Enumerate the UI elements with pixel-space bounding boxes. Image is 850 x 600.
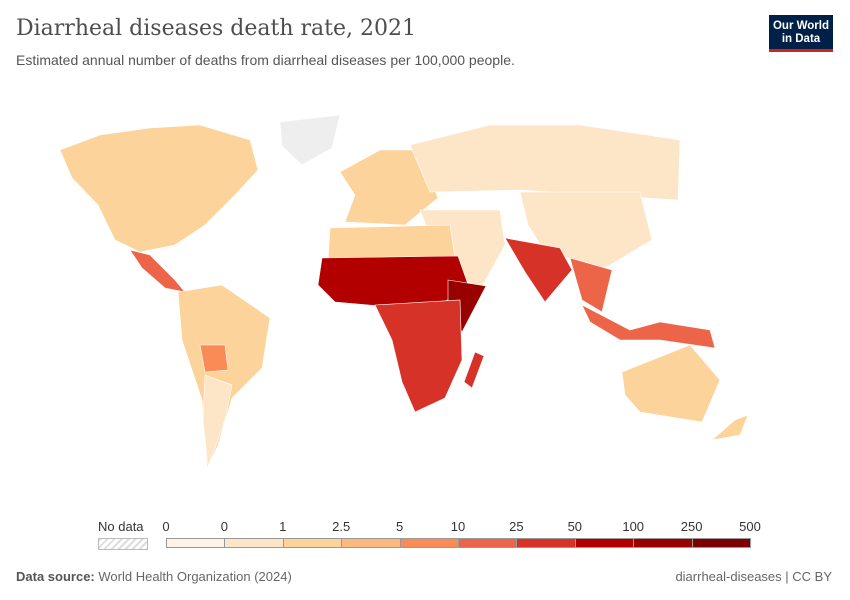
region-greenland[interactable] xyxy=(279,114,341,166)
region-south-america[interactable] xyxy=(177,284,271,470)
region-central-america[interactable] xyxy=(129,249,186,293)
legend-bin[interactable] xyxy=(574,538,635,548)
legend-no-data-swatch xyxy=(98,538,148,550)
world-map xyxy=(59,114,749,470)
region-australia[interactable] xyxy=(621,344,721,423)
data-source: Data source: World Health Organization (… xyxy=(16,569,292,584)
legend-tick-label: 100 xyxy=(622,519,645,534)
region-central-southern-africa[interactable] xyxy=(374,299,463,413)
legend-tick-label: 25 xyxy=(509,519,524,534)
legend-tick-label: 1 xyxy=(279,519,287,534)
owid-logo[interactable]: Our World in Data xyxy=(769,15,833,52)
legend-bin[interactable] xyxy=(166,538,226,548)
region-southeast-asia[interactable] xyxy=(569,257,613,313)
region-madagascar[interactable] xyxy=(463,351,485,389)
legend-bin[interactable] xyxy=(399,538,459,548)
legend-tick-label: 50 xyxy=(567,519,583,534)
legend-bin[interactable] xyxy=(458,538,518,548)
chart-title: Diarrheal diseases death rate, 2021 xyxy=(16,16,416,41)
legend-tick-label: 500 xyxy=(739,519,761,534)
legend-tick-label: 250 xyxy=(680,519,703,534)
legend-tick-label: 5 xyxy=(395,519,404,534)
region-argentina[interactable] xyxy=(202,374,233,467)
chart-subtitle: Estimated annual number of deaths from d… xyxy=(16,52,515,68)
region-north-america[interactable] xyxy=(59,124,259,253)
source-label: Data source: xyxy=(16,569,95,584)
region-new-zealand[interactable] xyxy=(710,414,749,441)
legend-bin[interactable] xyxy=(516,538,576,548)
legend-tick-label: 0 xyxy=(220,519,229,534)
legend-no-data-label: No data xyxy=(98,519,144,534)
region-south-asia[interactable] xyxy=(504,237,573,303)
legend-tick-label: 10 xyxy=(450,519,466,534)
legend-bin[interactable] xyxy=(341,538,401,548)
legend-bin[interactable] xyxy=(691,538,751,548)
region-indonesia[interactable] xyxy=(581,304,716,349)
legend-bin[interactable] xyxy=(282,538,343,548)
region-bolivia[interactable] xyxy=(199,344,229,373)
legend-tick-label: 2.5 xyxy=(332,519,351,534)
region-russia[interactable] xyxy=(409,124,681,201)
legend-bin[interactable] xyxy=(224,538,284,548)
chart-slug-license[interactable]: diarrheal-diseases | CC BY xyxy=(675,569,832,584)
legend-bin[interactable] xyxy=(633,538,693,548)
source-text[interactable]: World Health Organization (2024) xyxy=(98,569,292,584)
legend-tick-label: 0 xyxy=(162,519,170,534)
